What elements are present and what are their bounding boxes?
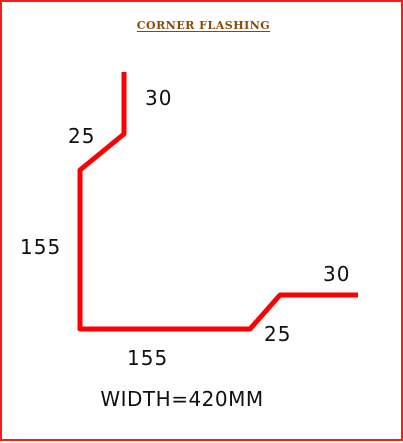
dimension-left-side: 155 (20, 235, 62, 259)
drawing-title: CORNER FLASHING (136, 19, 271, 32)
dimension-right-flange: 30 (323, 262, 351, 286)
flashing-profile-line (77, 72, 358, 332)
dimension-bottom-bend: 25 (264, 322, 292, 346)
dimension-top-bend: 25 (68, 124, 96, 148)
dimension-top-flange: 30 (145, 86, 173, 110)
width-label: WIDTH=420MM (100, 387, 264, 411)
dimension-bottom-side: 155 (127, 346, 169, 370)
